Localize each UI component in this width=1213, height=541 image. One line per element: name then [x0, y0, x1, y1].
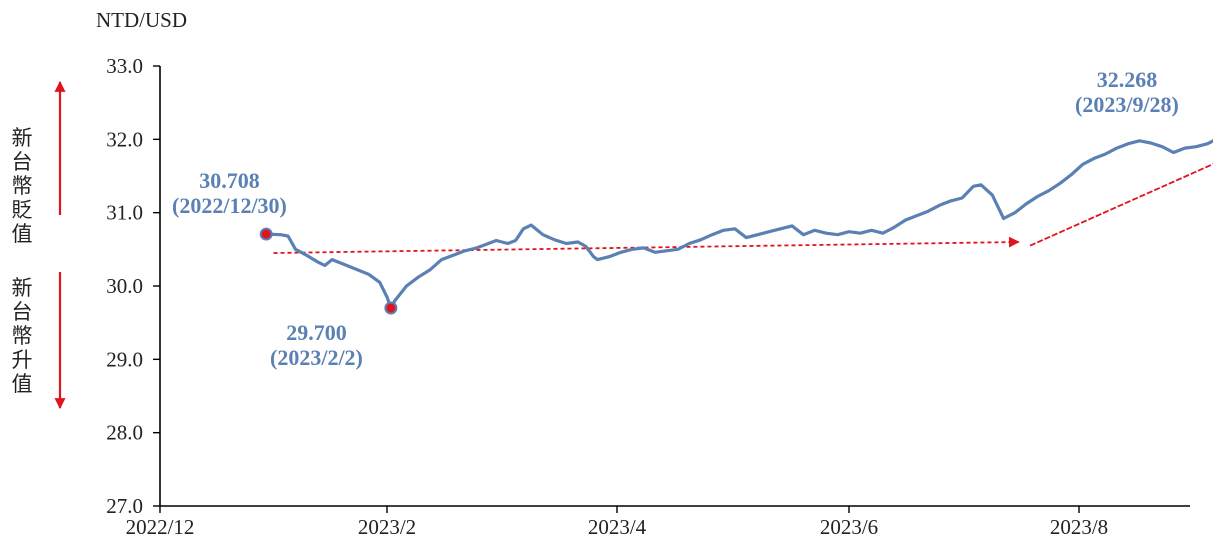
y-axis-unit-label: NTD/USD: [96, 8, 188, 32]
x-tick-label-1: 2023/2: [358, 515, 416, 539]
y-tick-label-6: 33.0: [106, 54, 143, 78]
series-line-0: [264, 139, 1213, 310]
y-tick-label-2: 29.0: [106, 347, 143, 371]
x-tick-label-2: 2023/4: [588, 515, 647, 539]
annotation-value-2: 32.268: [1096, 67, 1158, 92]
highlight-marker-0: [259, 227, 273, 241]
appreciation-label: 新台幣升值: [11, 276, 33, 396]
y-tick-label-1: 28.0: [106, 421, 143, 445]
annotation-0: 30.708 (2022/12/30): [172, 168, 287, 218]
y-tick-label-4: 31.0: [106, 201, 143, 225]
depreciation-label: 新台幣貶值: [11, 126, 33, 246]
trend-arrow-1: [1029, 163, 1213, 247]
y-tick-label-5: 32.0: [106, 127, 143, 151]
annotation-date-2: (2023/9/28): [1075, 92, 1179, 117]
y-tick-label-0: 27.0: [106, 494, 143, 518]
x-tick-label-4: 2023/8: [1050, 515, 1108, 539]
annotation-1: 29.700 (2023/2/2): [270, 320, 363, 370]
y-tick-label-3: 30.0: [106, 274, 143, 298]
annotation-value-1: 29.700: [286, 320, 347, 345]
highlight-marker-1: [384, 301, 398, 315]
annotation-value-0: 30.708: [199, 168, 260, 193]
annotation-2: 32.268 (2023/9/28): [1075, 67, 1179, 117]
x-tick-label-3: 2023/6: [820, 515, 878, 539]
x-tick-label-0: 2022/12: [126, 515, 195, 539]
annotation-date-0: (2022/12/30): [172, 193, 287, 218]
annotation-date-1: (2023/2/2): [270, 345, 363, 370]
